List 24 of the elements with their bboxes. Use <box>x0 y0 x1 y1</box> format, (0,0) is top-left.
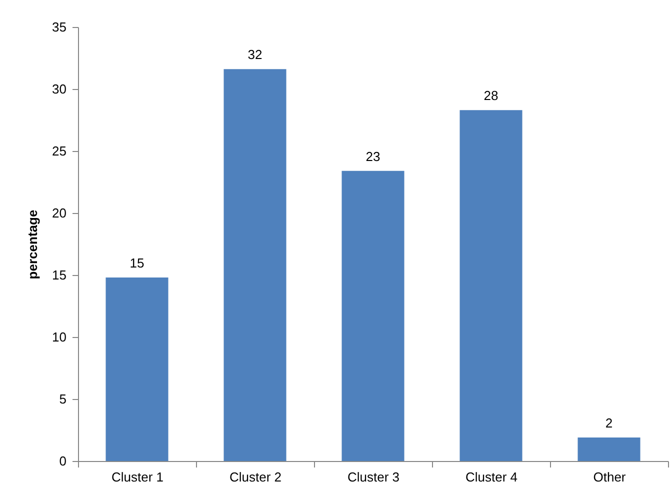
x-tick-label: Cluster 4 <box>465 470 518 484</box>
bar <box>578 437 640 461</box>
bar <box>106 277 168 461</box>
bar <box>224 69 286 461</box>
x-tick-label: Cluster 3 <box>347 470 400 484</box>
y-tick-label: 35 <box>52 20 66 34</box>
y-tick-label: 5 <box>59 392 66 406</box>
y-tick-label: 30 <box>52 82 66 96</box>
bar <box>460 110 522 461</box>
y-axis-title: percentage <box>25 210 40 280</box>
x-tick-label: Other <box>593 470 626 484</box>
data-label: 15 <box>130 255 144 270</box>
x-tick-label: Cluster 2 <box>229 470 282 484</box>
data-label: 2 <box>605 415 613 430</box>
x-tick-label: Cluster 1 <box>111 470 164 484</box>
y-tick-label: 15 <box>52 268 66 282</box>
data-label: 23 <box>366 148 380 164</box>
data-label: 28 <box>484 88 498 104</box>
y-tick-label: 20 <box>52 206 66 220</box>
data-label: 32 <box>248 47 262 62</box>
y-tick-label: 0 <box>59 454 66 468</box>
y-tick-label: 25 <box>52 144 66 158</box>
y-tick-label: 10 <box>52 330 66 344</box>
bar <box>342 170 404 461</box>
